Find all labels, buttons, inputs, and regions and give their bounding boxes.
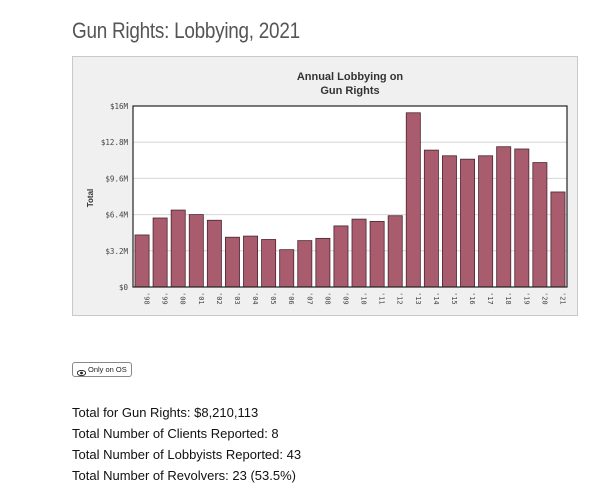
bar	[297, 240, 313, 288]
summary-stats: Total for Gun Rights: $8,210,113 Total N…	[72, 402, 301, 486]
page-title: Gun Rights: Lobbying, 2021	[72, 18, 300, 43]
stat-revolvers-count: Total Number of Revolvers: 23 (53.5%)	[72, 468, 296, 483]
bar	[152, 217, 168, 288]
bar	[387, 215, 403, 288]
x-tick-label: '98	[143, 292, 151, 305]
x-tick-label: '19	[522, 292, 530, 305]
x-tick-label: '06	[287, 292, 295, 305]
bar	[478, 155, 494, 288]
y-tick-label: $9.6M	[105, 174, 128, 183]
y-tick-label: $12.8M	[101, 138, 129, 147]
chart-title-line-1: Annual Lobbying on	[297, 71, 404, 83]
x-tick-label: '03	[233, 292, 241, 305]
x-tick-label: '14	[432, 292, 440, 305]
only-on-os-label: Only on OS	[88, 365, 127, 374]
bar	[333, 225, 349, 288]
bar	[315, 237, 331, 288]
bar	[243, 235, 258, 288]
x-tick-label: '08	[323, 292, 331, 305]
x-tick-label: '07	[305, 292, 313, 305]
bar	[423, 149, 439, 288]
x-tick-label: '16	[468, 292, 476, 305]
bar	[206, 219, 222, 288]
x-tick-label: '13	[414, 292, 422, 305]
x-tick-label: '02	[215, 292, 223, 305]
y-axis-label: Total	[86, 189, 95, 208]
bar	[225, 236, 240, 288]
x-tick-label: '15	[450, 292, 458, 305]
x-tick-label: '00	[179, 292, 187, 305]
x-tick-label: '12	[396, 292, 404, 305]
bar	[170, 209, 186, 288]
x-tick-label: '20	[540, 292, 548, 305]
x-tick-label: '21	[558, 292, 566, 305]
bar	[134, 234, 150, 288]
bar	[496, 146, 512, 288]
bar	[460, 158, 475, 288]
x-tick-label: '18	[504, 292, 512, 305]
bar	[532, 162, 548, 288]
y-tick-label: $3.2M	[105, 247, 128, 256]
bar	[405, 112, 421, 288]
bar	[261, 239, 277, 288]
plot-frame	[132, 105, 568, 288]
x-tick-label: '10	[360, 292, 368, 305]
bar-chart: Annual Lobbying on Gun Rights Total $0 $3…	[86, 71, 568, 305]
x-tick-label: '04	[251, 292, 259, 305]
bar	[279, 249, 295, 288]
x-tick-label: '17	[486, 292, 494, 305]
chart-container: Annual Lobbying on Gun Rights Total $0 $3…	[72, 56, 578, 316]
y-tick-label: $16M	[110, 102, 129, 111]
x-tick-label: '01	[197, 292, 205, 305]
bar	[442, 155, 457, 288]
plot-area	[133, 106, 567, 287]
x-tick-label: '09	[341, 292, 349, 305]
chart-title-line-2: Gun Rights	[320, 85, 379, 97]
y-tick-label: $6.4M	[105, 211, 128, 220]
x-tick-label: '11	[378, 292, 386, 305]
stat-lobbyists-count: Total Number of Lobbyists Reported: 43	[72, 447, 302, 462]
bar	[351, 218, 367, 288]
bar	[550, 191, 566, 288]
bar	[514, 148, 530, 288]
x-tick-label: '05	[269, 292, 277, 305]
bar	[188, 214, 204, 288]
stat-clients-count: Total Number of Clients Reported: 8	[72, 426, 279, 441]
bar	[369, 220, 385, 288]
only-on-os-button[interactable]: Only on OS	[72, 362, 132, 377]
stat-total-amount: Total for Gun Rights: $8,210,113	[72, 405, 259, 420]
eye-icon	[76, 367, 87, 376]
x-tick-label: '99	[161, 292, 169, 305]
y-tick-label: $0	[119, 283, 129, 292]
